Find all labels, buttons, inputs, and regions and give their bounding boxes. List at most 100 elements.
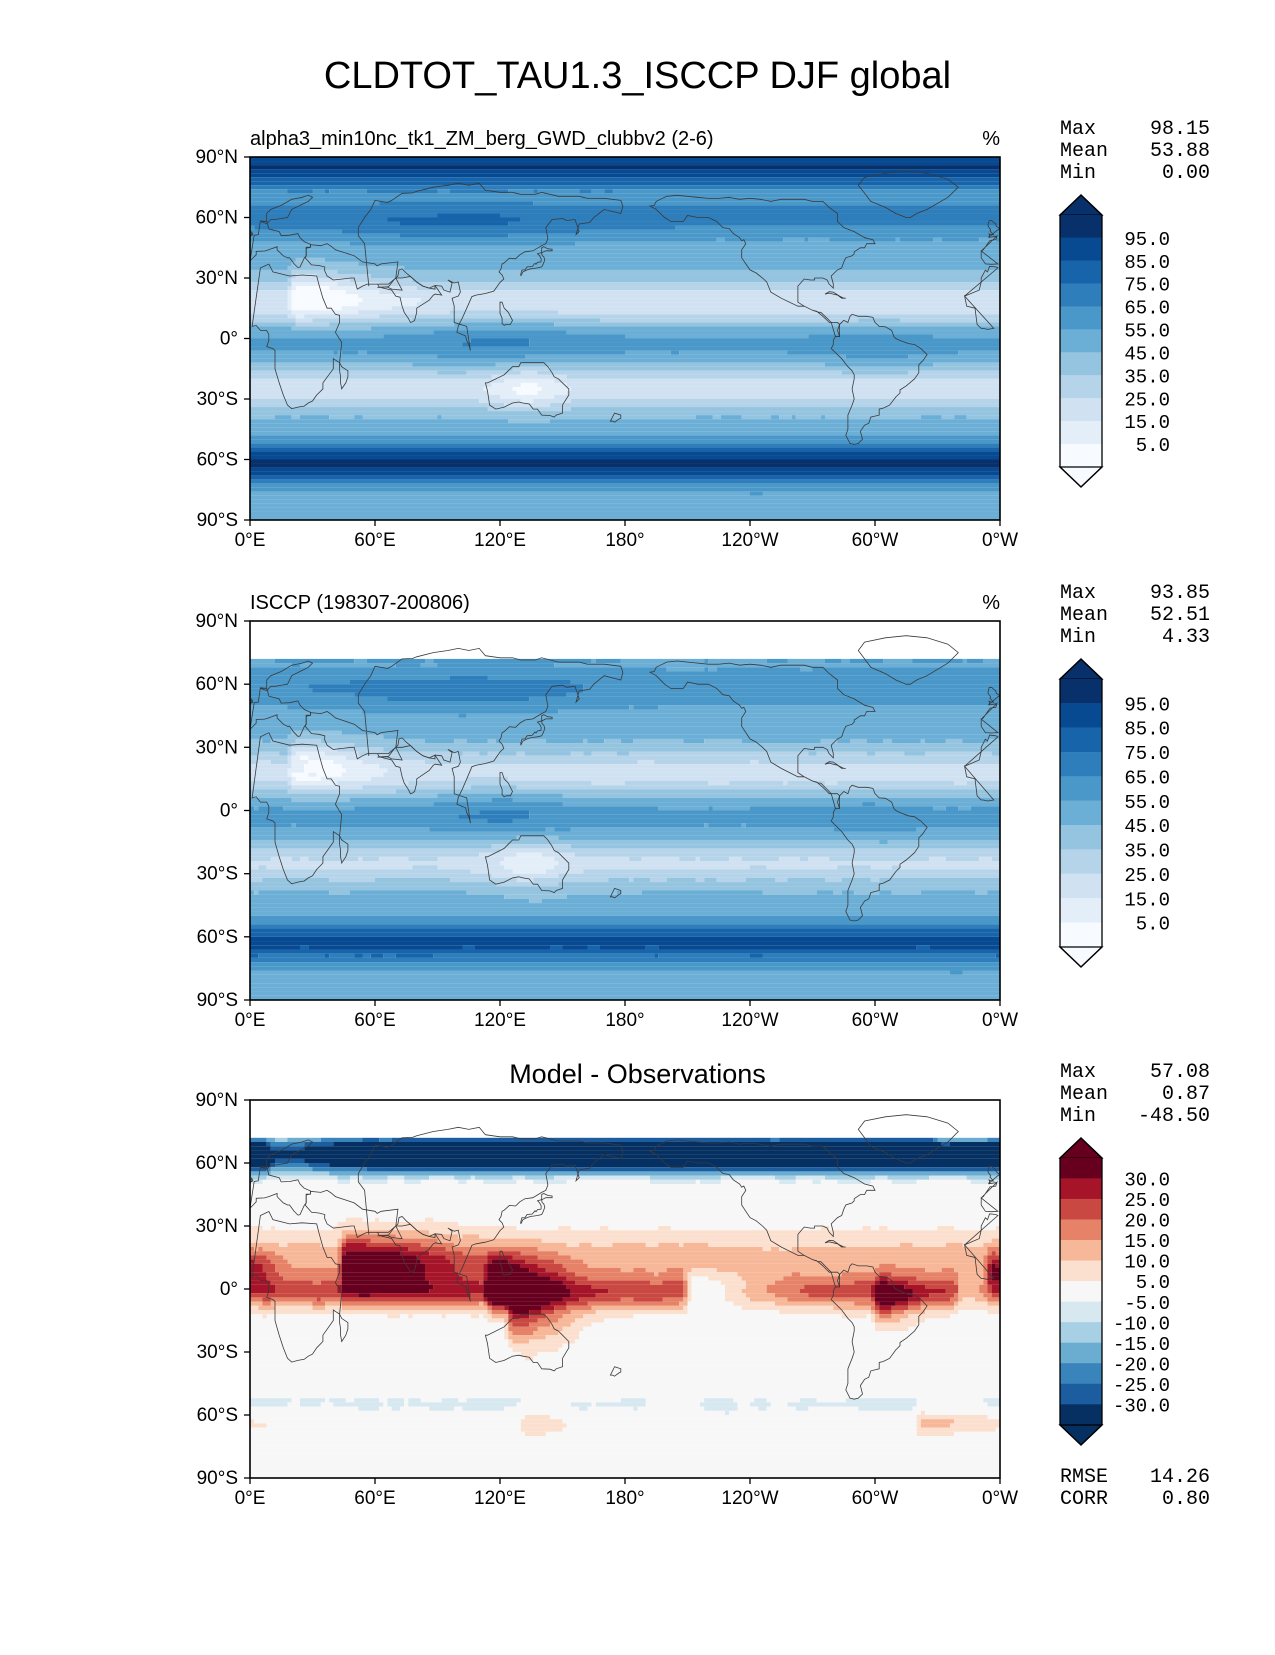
svg-text:35.0: 35.0 — [1124, 366, 1170, 388]
svg-text:30.0: 30.0 — [1124, 1170, 1170, 1192]
svg-text:30°N: 30°N — [196, 268, 238, 289]
svg-text:60°N: 60°N — [196, 674, 238, 695]
svg-text:60°S: 60°S — [197, 1405, 238, 1426]
svg-text:-20.0: -20.0 — [1113, 1354, 1170, 1376]
svg-text:60°E: 60°E — [354, 530, 395, 551]
svg-text:0°W: 0°W — [982, 1010, 1018, 1031]
svg-text:CLDTOT_TAU1.3_ISCCP DJF global: CLDTOT_TAU1.3_ISCCP DJF global — [324, 55, 951, 97]
svg-text:93.85: 93.85 — [1150, 582, 1210, 605]
svg-text:45.0: 45.0 — [1124, 816, 1170, 838]
svg-text:5.0: 5.0 — [1136, 1272, 1170, 1294]
svg-text:90°N: 90°N — [196, 147, 238, 168]
svg-text:4.33: 4.33 — [1162, 626, 1210, 649]
svg-text:120°E: 120°E — [474, 1488, 526, 1509]
svg-text:-10.0: -10.0 — [1113, 1313, 1170, 1335]
svg-text:120°W: 120°W — [721, 1488, 778, 1509]
svg-text:0°E: 0°E — [235, 1488, 266, 1509]
svg-text:52.51: 52.51 — [1150, 604, 1210, 627]
svg-text:10.0: 10.0 — [1124, 1252, 1170, 1274]
svg-text:Mean: Mean — [1060, 140, 1108, 163]
svg-text:30°S: 30°S — [197, 864, 238, 885]
svg-text:75.0: 75.0 — [1124, 743, 1170, 765]
svg-text:120°W: 120°W — [721, 1010, 778, 1031]
svg-text:65.0: 65.0 — [1124, 298, 1170, 320]
svg-text:-30.0: -30.0 — [1113, 1396, 1170, 1418]
svg-text:120°W: 120°W — [721, 530, 778, 551]
svg-text:90°S: 90°S — [197, 990, 238, 1011]
svg-text:60°S: 60°S — [197, 450, 238, 471]
svg-text:85.0: 85.0 — [1124, 719, 1170, 741]
svg-text:90°N: 90°N — [196, 1090, 238, 1111]
svg-text:30°S: 30°S — [197, 1342, 238, 1363]
svg-text:0°: 0° — [220, 801, 238, 822]
svg-text:120°E: 120°E — [474, 1010, 526, 1031]
svg-text:30°N: 30°N — [196, 1216, 238, 1237]
svg-text:0°W: 0°W — [982, 1488, 1018, 1509]
svg-text:98.15: 98.15 — [1150, 118, 1210, 141]
svg-text:75.0: 75.0 — [1124, 275, 1170, 297]
svg-text:45.0: 45.0 — [1124, 344, 1170, 366]
svg-text:15.0: 15.0 — [1124, 412, 1170, 434]
svg-text:180°: 180° — [605, 1010, 644, 1031]
svg-text:180°: 180° — [605, 1488, 644, 1509]
svg-text:15.0: 15.0 — [1124, 1231, 1170, 1253]
svg-text:0°: 0° — [220, 329, 238, 350]
svg-text:0°W: 0°W — [982, 530, 1018, 551]
svg-text:14.26: 14.26 — [1150, 1466, 1210, 1489]
svg-text:30°N: 30°N — [196, 737, 238, 758]
svg-text:Max: Max — [1060, 118, 1096, 141]
svg-text:CORR: CORR — [1060, 1488, 1108, 1511]
svg-text:Mean: Mean — [1060, 1083, 1108, 1106]
svg-text:0.00: 0.00 — [1162, 162, 1210, 185]
svg-text:57.08: 57.08 — [1150, 1061, 1210, 1084]
svg-text:Model - Observations: Model - Observations — [509, 1059, 766, 1089]
svg-text:-25.0: -25.0 — [1113, 1375, 1170, 1397]
svg-text:0°E: 0°E — [235, 1010, 266, 1031]
svg-text:%: % — [982, 592, 1000, 614]
svg-text:-48.50: -48.50 — [1138, 1105, 1210, 1128]
svg-text:%: % — [982, 128, 1000, 150]
svg-text:65.0: 65.0 — [1124, 768, 1170, 790]
svg-text:25.0: 25.0 — [1124, 389, 1170, 411]
svg-text:20.0: 20.0 — [1124, 1211, 1170, 1233]
svg-text:5.0: 5.0 — [1136, 435, 1170, 457]
svg-text:95.0: 95.0 — [1124, 694, 1170, 716]
svg-text:0.87: 0.87 — [1162, 1083, 1210, 1106]
svg-text:55.0: 55.0 — [1124, 792, 1170, 814]
svg-text:55.0: 55.0 — [1124, 321, 1170, 343]
svg-text:30°S: 30°S — [197, 389, 238, 410]
svg-text:60°S: 60°S — [197, 927, 238, 948]
svg-text:60°W: 60°W — [852, 1488, 899, 1509]
svg-text:90°S: 90°S — [197, 1468, 238, 1489]
svg-text:0°: 0° — [220, 1279, 238, 1300]
svg-text:120°E: 120°E — [474, 530, 526, 551]
svg-text:95.0: 95.0 — [1124, 229, 1170, 251]
svg-text:90°N: 90°N — [196, 611, 238, 632]
svg-text:RMSE: RMSE — [1060, 1466, 1108, 1489]
svg-text:-15.0: -15.0 — [1113, 1334, 1170, 1356]
svg-text:25.0: 25.0 — [1124, 865, 1170, 887]
svg-text:0°E: 0°E — [235, 530, 266, 551]
svg-text:85.0: 85.0 — [1124, 252, 1170, 274]
svg-text:60°N: 60°N — [196, 1153, 238, 1174]
svg-text:180°: 180° — [605, 530, 644, 551]
svg-text:Max: Max — [1060, 582, 1096, 605]
svg-text:35.0: 35.0 — [1124, 841, 1170, 863]
svg-text:Min: Min — [1060, 626, 1096, 649]
svg-text:Min: Min — [1060, 1105, 1096, 1128]
svg-text:15.0: 15.0 — [1124, 889, 1170, 911]
svg-text:alpha3_min10nc_tk1_ZM_berg_GWD: alpha3_min10nc_tk1_ZM_berg_GWD_clubbv2 (… — [250, 128, 714, 150]
svg-text:53.88: 53.88 — [1150, 140, 1210, 163]
svg-text:25.0: 25.0 — [1124, 1190, 1170, 1212]
svg-text:Min: Min — [1060, 162, 1096, 185]
svg-text:0.80: 0.80 — [1162, 1488, 1210, 1511]
svg-text:-5.0: -5.0 — [1124, 1293, 1170, 1315]
svg-text:60°W: 60°W — [852, 530, 899, 551]
svg-text:ISCCP (198307-200806): ISCCP (198307-200806) — [250, 592, 470, 614]
svg-text:Max: Max — [1060, 1061, 1096, 1084]
svg-text:60°E: 60°E — [354, 1010, 395, 1031]
svg-text:90°S: 90°S — [197, 510, 238, 531]
svg-text:Mean: Mean — [1060, 604, 1108, 627]
svg-text:60°W: 60°W — [852, 1010, 899, 1031]
svg-text:60°E: 60°E — [354, 1488, 395, 1509]
